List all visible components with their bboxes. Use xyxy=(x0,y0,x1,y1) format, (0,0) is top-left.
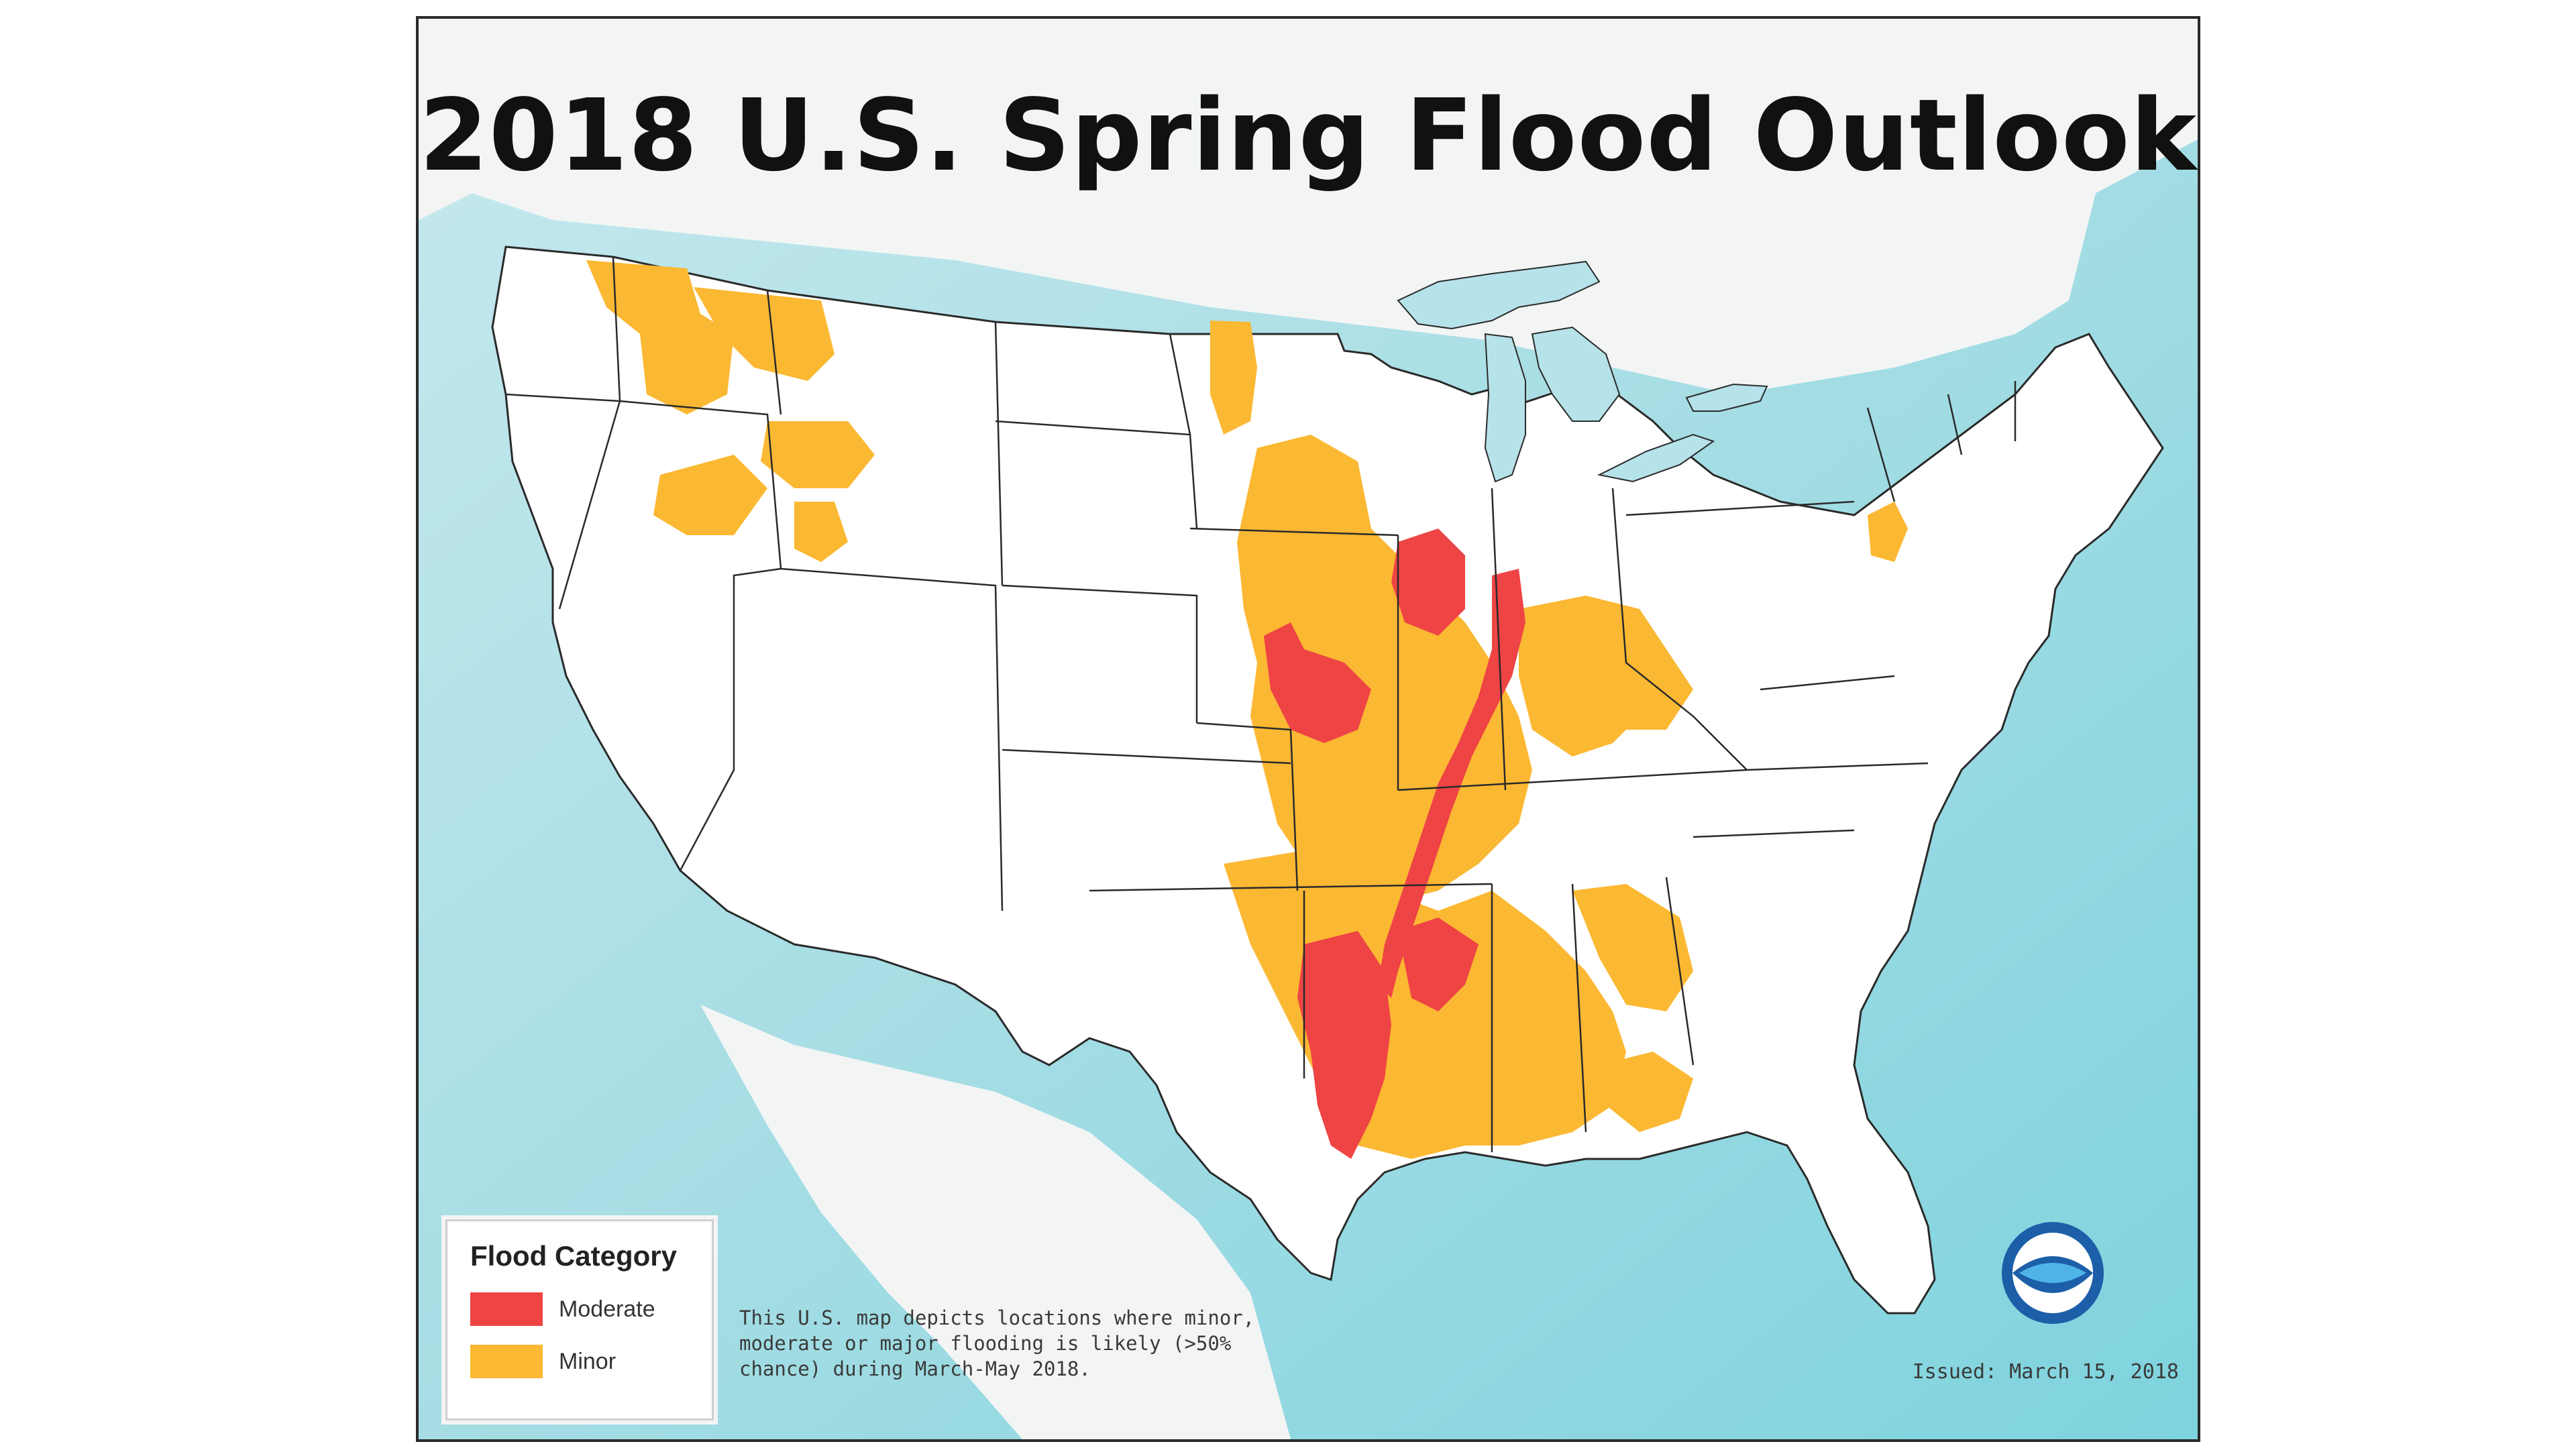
boundary-line-9 xyxy=(1002,748,1291,765)
lake-superior xyxy=(1397,260,1601,330)
legend-item-moderate: Moderate xyxy=(470,1292,689,1326)
map-title: 2018 U.S. Spring Flood Outlook xyxy=(419,78,2198,193)
boundary-line-8 xyxy=(1002,584,1198,723)
moderate-area-indiana-river xyxy=(1378,569,1525,998)
minor-area-montana-central xyxy=(694,287,835,381)
map-description: This U.S. map depicts locations where mi… xyxy=(739,1306,1255,1380)
moderate-area-missouri xyxy=(1264,622,1371,743)
minor-area-alabama-georgia xyxy=(1572,884,1693,1011)
legend: Flood Category Moderate Minor xyxy=(445,1219,714,1420)
boundary-line-23 xyxy=(1760,675,1895,691)
lake-ontario xyxy=(1685,383,1768,412)
boundary-line-21 xyxy=(1611,488,1748,771)
boundary-line-22 xyxy=(1625,500,1855,516)
boundary-line-12 xyxy=(1196,722,1299,891)
noaa-logo-icon: NOAA xyxy=(2002,1222,2104,1324)
map-frame: 2018 U.S. Spring Flood Outlook Flood Cat… xyxy=(416,16,2200,1442)
minor-area-ohio-east xyxy=(1613,649,1693,730)
legend-swatch-minor xyxy=(470,1345,543,1378)
boundary-line-10 xyxy=(1169,333,1191,435)
boundary-line-25 xyxy=(1693,829,1855,838)
minor-area-montana-north xyxy=(586,260,734,414)
legend-label-moderate: Moderate xyxy=(559,1296,655,1322)
minor-area-idaho-wyoming xyxy=(653,455,767,535)
lake-huron xyxy=(1531,326,1621,422)
lake-erie xyxy=(1597,433,1715,483)
minor-area-southeast xyxy=(1599,1052,1693,1132)
boundary-line-20 xyxy=(1665,877,1695,1066)
legend-label-minor: Minor xyxy=(559,1348,616,1374)
legend-title: Flood Category xyxy=(470,1240,678,1272)
boundary-line-6 xyxy=(994,321,1004,586)
minor-area-wyoming-south xyxy=(794,502,848,562)
moderate-flood-areas xyxy=(1264,528,1525,1159)
boundary-line-3 xyxy=(619,400,782,871)
legend-swatch-moderate xyxy=(470,1292,543,1326)
boundary-line-11 xyxy=(1189,527,1399,537)
boundary-line-17 xyxy=(1397,769,1748,791)
state-boundaries xyxy=(505,256,2017,1152)
moderate-area-mississippi-delta xyxy=(1398,917,1479,1011)
mexico-landmass xyxy=(700,1005,1291,1439)
boundary-line-24 xyxy=(1746,762,1929,771)
boundary-line-27 xyxy=(1947,394,1963,455)
lake-michigan xyxy=(1484,333,1526,483)
boundary-line-16 xyxy=(1491,488,1507,791)
moderate-area-illinois xyxy=(1391,528,1465,636)
moderate-area-arkansas-louisiana xyxy=(1297,931,1391,1159)
minor-area-wyoming-east xyxy=(761,421,875,488)
canada-landmass xyxy=(419,19,2198,394)
minor-flood-areas xyxy=(586,260,1908,1159)
issued-date: Issued: March 15, 2018 xyxy=(1912,1360,2179,1384)
boundary-line-13 xyxy=(1089,883,1493,892)
boundary-line-4 xyxy=(766,290,782,415)
minor-area-new-jersey xyxy=(1868,502,1908,562)
boundary-line-2 xyxy=(558,400,621,610)
boundary-line-5 xyxy=(780,567,1004,911)
boundary-line-26 xyxy=(1866,407,1896,502)
flood-outlook-map xyxy=(419,19,2198,1439)
boundary-line-19 xyxy=(1571,883,1587,1133)
legend-item-minor: Minor xyxy=(470,1345,689,1378)
noaa-logo-text: NOAA xyxy=(2031,1238,2075,1255)
minor-area-red-river xyxy=(1210,321,1257,435)
